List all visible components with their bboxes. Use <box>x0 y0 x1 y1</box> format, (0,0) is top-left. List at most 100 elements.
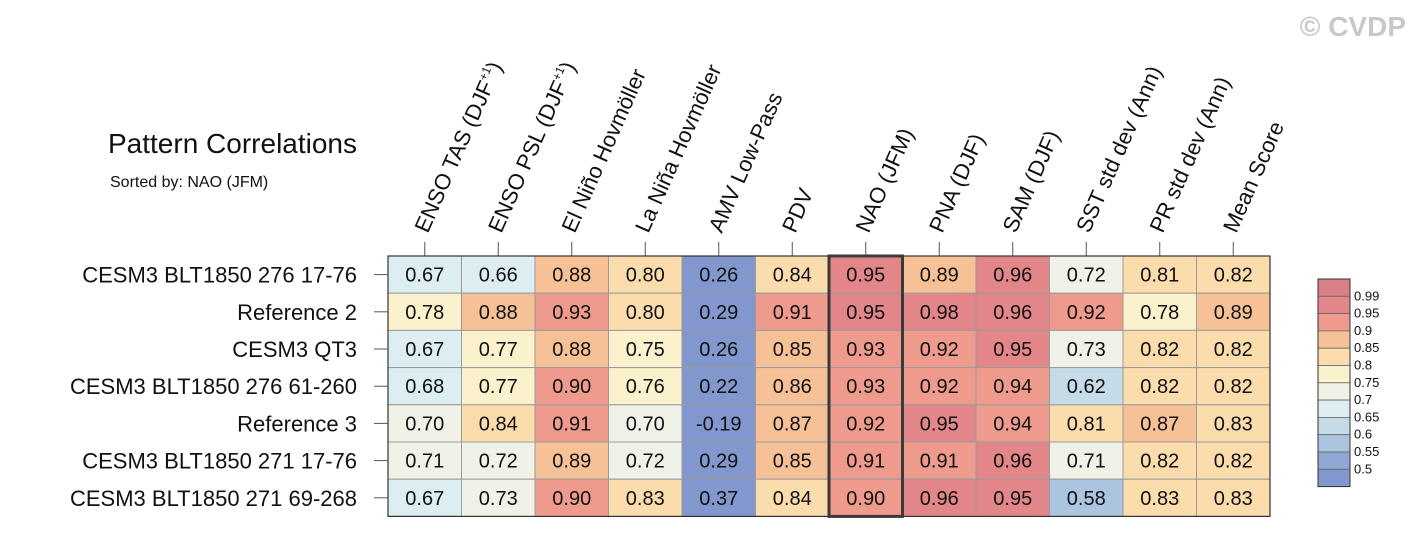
cell-value-label: 0.83 <box>626 488 665 510</box>
heatmap-cell <box>1049 478 1124 517</box>
colorbar-tick-label: 0.65 <box>1354 409 1379 424</box>
cell-value-label: 0.67 <box>405 339 444 361</box>
cell-value-label: 0.89 <box>920 265 959 287</box>
colorbar-frame <box>1317 278 1351 488</box>
cell-value-label: 0.73 <box>479 488 518 510</box>
cell-value-label: 0.90 <box>552 376 591 398</box>
watermark: © CVDP <box>1300 11 1406 42</box>
cell-value-label: 0.86 <box>773 376 812 398</box>
row-label-reference-2: Reference 2 <box>237 300 357 325</box>
cell-value-label: 0.77 <box>479 376 518 398</box>
column-label-superscript: +1 <box>476 64 494 82</box>
column-label-text: PDV <box>777 184 818 236</box>
cell-value-label: 0.95 <box>993 488 1032 510</box>
heatmap-cell <box>1049 292 1124 331</box>
heatmap-cell <box>534 441 609 480</box>
colorbar: 0.99 0.95 0.9 0.85 0.8 0.75 0.7 0.65 0.6 0.55 0.5 <box>1317 278 1379 488</box>
heatmap-cell <box>828 367 903 406</box>
cell-value-label: 0.90 <box>846 488 885 510</box>
cell-value-label: 0.87 <box>1140 413 1179 435</box>
cell-value-label: 0.88 <box>552 265 591 287</box>
cell-value-label: 0.95 <box>846 265 885 287</box>
cell-value-label: 0.84 <box>479 413 518 435</box>
colorbar-swatch <box>1317 365 1351 384</box>
heatmap-cell <box>828 329 903 369</box>
cell-value-label: 0.84 <box>773 488 812 510</box>
row-label-cesm3-qt3: CESM3 QT3 <box>232 337 357 362</box>
cell-value-label: 0.78 <box>405 302 444 324</box>
column-label-text: ENSO PSL (DJF <box>483 77 572 236</box>
cell-value-label: 0.82 <box>1214 339 1253 361</box>
colorbar-swatch <box>1317 330 1351 349</box>
cell-value-label: 0.91 <box>552 413 591 435</box>
cell-value-label: 0.66 <box>479 265 518 287</box>
cell-value-label: 0.91 <box>846 451 885 473</box>
row-label-cesm3-blt1850-276-61-260: CESM3 BLT1850 276 61-260 <box>70 374 357 399</box>
colorbar-tick-label: 0.75 <box>1354 375 1379 390</box>
colorbar-tick-label: 0.95 <box>1354 306 1379 321</box>
cell-value-label: 0.82 <box>1140 451 1179 473</box>
heatmap-cell <box>461 441 536 480</box>
cell-value-label: 0.91 <box>920 451 959 473</box>
cell-value-label: 0.71 <box>405 451 444 473</box>
colorbar-swatch <box>1317 416 1351 436</box>
colorbar-tick-label: 0.85 <box>1354 340 1379 355</box>
cell-value-label: 0.83 <box>1140 488 1179 510</box>
heatmap-cell <box>608 404 683 443</box>
colorbar-tick-label: 0.8 <box>1354 358 1372 373</box>
column-label-text: PNA (DJF) <box>924 130 990 236</box>
cell-value-label: 0.96 <box>993 302 1032 324</box>
heatmap-cell <box>1049 441 1124 480</box>
cell-value-label: 0.68 <box>405 376 444 398</box>
colorbar-tick-label: 0.99 <box>1354 288 1379 303</box>
heatmap-cell <box>534 329 609 369</box>
colorbar-tick-label: 0.9 <box>1354 323 1372 338</box>
heatmap-cell <box>681 367 756 406</box>
cell-value-label: 0.73 <box>1067 339 1106 361</box>
cell-value-label: 0.70 <box>626 413 665 435</box>
heatmap-cell <box>461 404 536 443</box>
heatmap-cell <box>608 441 683 480</box>
cell-value-label: 0.89 <box>552 451 591 473</box>
cell-value-label: 0.81 <box>1140 265 1179 287</box>
heatmap-cell <box>1122 478 1197 517</box>
heatmap-cell <box>828 292 903 331</box>
cell-value-label: 0.91 <box>773 302 812 324</box>
cell-value-label: 0.70 <box>405 413 444 435</box>
heatmap-cell <box>387 441 462 480</box>
heatmap-cell <box>902 404 977 443</box>
heatmap-cell <box>681 255 756 294</box>
cell-value-label: 0.58 <box>1067 488 1106 510</box>
cell-value-label: 0.94 <box>993 376 1032 398</box>
column-label-superscript: +1 <box>549 64 567 82</box>
heatmap-cell <box>755 404 830 443</box>
column-label-sam-djf: SAM (DJF) <box>997 127 1064 237</box>
cell-value-label: 0.82 <box>1214 451 1253 473</box>
colorbar-swatch <box>1317 347 1351 366</box>
colorbar-tick-label: 0.55 <box>1354 444 1379 459</box>
heatmap-cell <box>1122 329 1197 369</box>
cell-value-label: 0.98 <box>920 302 959 324</box>
cell-value-label: 0.88 <box>552 339 591 361</box>
heatmap-cell <box>975 329 1050 369</box>
heatmap-cell <box>461 255 536 294</box>
cell-value-label: 0.95 <box>846 302 885 324</box>
heatmap-cell <box>608 329 683 369</box>
heatmap-cell <box>828 404 903 443</box>
cell-value-label: 0.93 <box>846 376 885 398</box>
cell-value-label: 0.85 <box>773 339 812 361</box>
heatmap-cell <box>387 367 462 406</box>
heatmap-cell <box>1122 404 1197 443</box>
cell-value-label: 0.62 <box>1067 376 1106 398</box>
column-label-text: Mean Score <box>1218 117 1289 236</box>
heatmap-cell <box>1049 367 1124 406</box>
cell-value-label: 0.92 <box>920 339 959 361</box>
cell-value-label: 0.37 <box>699 488 738 510</box>
column-label-text: NAO (JFM) <box>850 124 918 236</box>
cell-value-label: 0.92 <box>920 376 959 398</box>
cell-value-label: 0.93 <box>552 302 591 324</box>
colorbar-swatch <box>1317 295 1351 314</box>
heatmap-cell <box>902 329 977 369</box>
column-label-amv-low-pass: AMV Low-Pass <box>703 88 787 236</box>
cell-value-label: 0.77 <box>479 339 518 361</box>
